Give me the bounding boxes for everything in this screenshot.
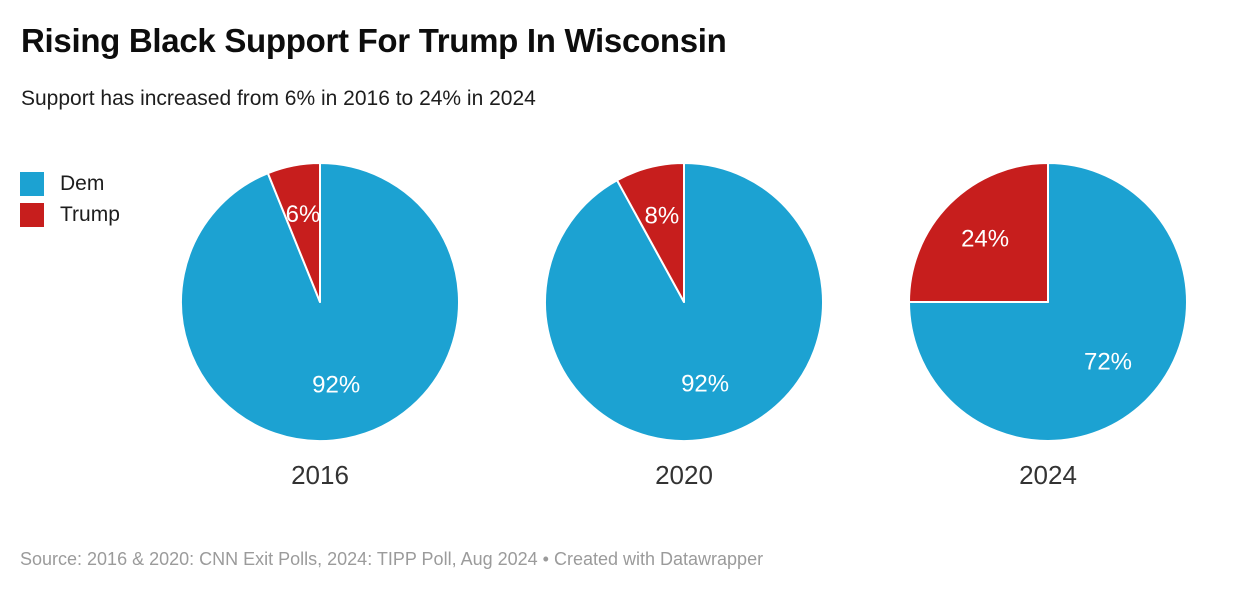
pie-slice-trump-2016 bbox=[266, 162, 321, 303]
pie-chart-2016: 92% 6% bbox=[180, 162, 460, 442]
chart-subtitle: Support has increased from 6% in 2016 to… bbox=[21, 87, 536, 110]
slice-label-dem-2024: 72% bbox=[1084, 349, 1132, 376]
pie-year-label-2016: 2016 bbox=[291, 460, 349, 490]
pie-figure-2020: 92% 8% 2020 bbox=[534, 162, 834, 491]
legend-item-trump: Trump bbox=[20, 203, 120, 227]
legend-label-dem: Dem bbox=[60, 172, 105, 195]
pie-slice-dem-2020 bbox=[544, 162, 824, 442]
pie-figure-2016: 92% 6% 2016 bbox=[170, 162, 470, 491]
legend: Dem Trump bbox=[20, 172, 120, 234]
slice-label-trump-2024: 24% bbox=[961, 226, 1009, 253]
pie-year-label-2024: 2024 bbox=[1019, 460, 1077, 490]
pie-figure-2024: 72% 24% 2024 bbox=[898, 162, 1198, 491]
pie-slice-trump-2024 bbox=[908, 162, 1049, 303]
slice-label-trump-2016: 6% bbox=[286, 201, 321, 228]
slice-label-dem-2020: 92% bbox=[681, 371, 729, 398]
footer-separator: • bbox=[542, 549, 549, 569]
legend-item-dem: Dem bbox=[20, 172, 120, 196]
trump-color-swatch bbox=[20, 203, 44, 227]
pie-chart-2020: 92% 8% bbox=[544, 162, 824, 442]
slice-label-dem-2016: 92% bbox=[312, 372, 360, 399]
pie-slice-trump-2020 bbox=[616, 162, 685, 303]
pie-year-label-2020: 2020 bbox=[655, 460, 713, 490]
dem-color-swatch bbox=[20, 172, 44, 196]
chart-title: Rising Black Support For Trump In Wiscon… bbox=[21, 22, 727, 59]
datawrapper-attribution-link[interactable]: Created with Datawrapper bbox=[553, 549, 764, 569]
pie-slice-dem-2024 bbox=[908, 162, 1188, 442]
legend-label-trump: Trump bbox=[60, 203, 120, 226]
source-text: Source: 2016 & 2020: CNN Exit Polls, 202… bbox=[20, 549, 538, 569]
pie-chart-2024: 72% 24% bbox=[908, 162, 1188, 442]
slice-label-trump-2020: 8% bbox=[645, 202, 680, 229]
footer: Source: 2016 & 2020: CNN Exit Polls, 202… bbox=[20, 549, 763, 570]
